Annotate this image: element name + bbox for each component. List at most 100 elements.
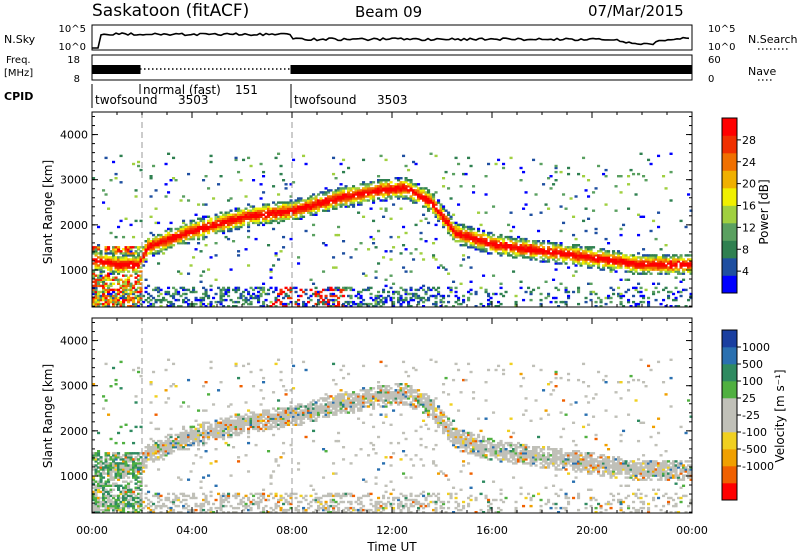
power-cell [144,248,148,251]
velocity-cell [262,506,266,510]
velocity-cell [322,448,326,451]
power-cell [234,223,238,227]
velocity-cell [192,492,196,496]
power-cell [449,223,453,227]
power-cell [152,237,156,241]
power-cell [289,199,293,202]
power-cell [224,298,228,302]
power-cell [684,260,688,263]
power-cell [649,162,653,166]
velocity-cell [114,462,118,465]
power-cell [147,300,151,304]
velocity-cell [274,409,278,412]
power-cell [182,229,186,233]
power-cell [499,237,503,241]
velocity-cell [327,492,331,496]
power-cell [389,189,393,192]
power-cell [564,258,568,261]
power-cell [139,256,143,259]
power-cell [657,262,661,265]
velocity-cell [237,433,241,437]
power-cell [172,302,176,306]
power-cell [247,292,251,296]
velocity-cell [252,419,256,422]
velocity-cell [259,368,263,372]
power-cell [397,197,401,200]
power-cell [657,290,661,294]
colorbar-tick-label: 4 [742,265,749,278]
power-cell [402,288,406,292]
power-cell [339,199,343,202]
power-cell [639,294,643,298]
velocity-cell [204,441,208,445]
velocity-cell [302,506,306,510]
power-cell [507,237,511,241]
power-cell [207,187,211,190]
power-cell [334,199,338,202]
velocity-cell [172,362,176,366]
velocity-cell [279,407,283,410]
velocity-cell [109,468,113,471]
power-cell [229,217,233,220]
power-cell [269,219,273,223]
power-cell [372,191,376,194]
velocity-cell [174,441,178,445]
power-cell [374,305,378,308]
power-cell [627,207,631,210]
power-cell [234,158,238,162]
power-ylabel: Slant Range [km] [41,160,55,264]
power-cell [222,286,226,290]
power-cell [119,284,123,288]
power-cell [104,262,108,265]
velocity-cell [192,435,196,439]
power-cell [272,227,276,231]
power-cell [362,181,366,184]
power-cell [124,290,128,294]
velocity-cell [117,431,121,435]
power-cell [359,302,363,306]
velocity-cell [327,403,331,406]
power-cell [492,237,496,241]
velocity-cell [172,439,176,443]
velocity-cell [122,498,126,502]
velocity-cell [237,427,241,431]
power-cell [362,302,366,306]
velocity-cell [117,494,121,498]
velocity-cell [229,423,233,426]
power-cell [572,246,576,249]
velocity-cell [202,431,206,435]
power-cell [177,227,181,231]
power-cell [219,294,223,298]
velocity-cell [164,389,168,392]
power-cell [607,262,611,265]
power-cell [369,207,373,210]
power-cell [622,294,626,298]
power-cell [439,217,443,220]
power-cell [402,298,406,302]
power-cell [309,298,313,302]
power-cell [499,302,503,306]
velocity-cell [189,431,193,435]
power-cell [519,240,523,243]
power-cell [247,215,251,218]
power-cell [402,187,406,190]
power-cell [154,207,158,210]
velocity-cell [132,462,136,465]
velocity-cell [214,437,218,441]
power-cell [354,294,358,298]
power-cell [627,266,631,269]
power-cell [372,187,376,190]
power-cell [334,205,338,208]
power-cell [92,280,96,283]
power-cell [339,183,343,186]
power-cell [609,296,613,300]
power-cell [259,294,263,298]
velocity-cell [134,476,138,479]
y-tick-label: 4000 [60,129,88,142]
power-cell [434,215,438,218]
power-cell [282,302,286,306]
power-cell [399,183,403,186]
velocity-cell [174,446,178,449]
power-cell [639,264,643,267]
velocity-cell [147,458,151,461]
